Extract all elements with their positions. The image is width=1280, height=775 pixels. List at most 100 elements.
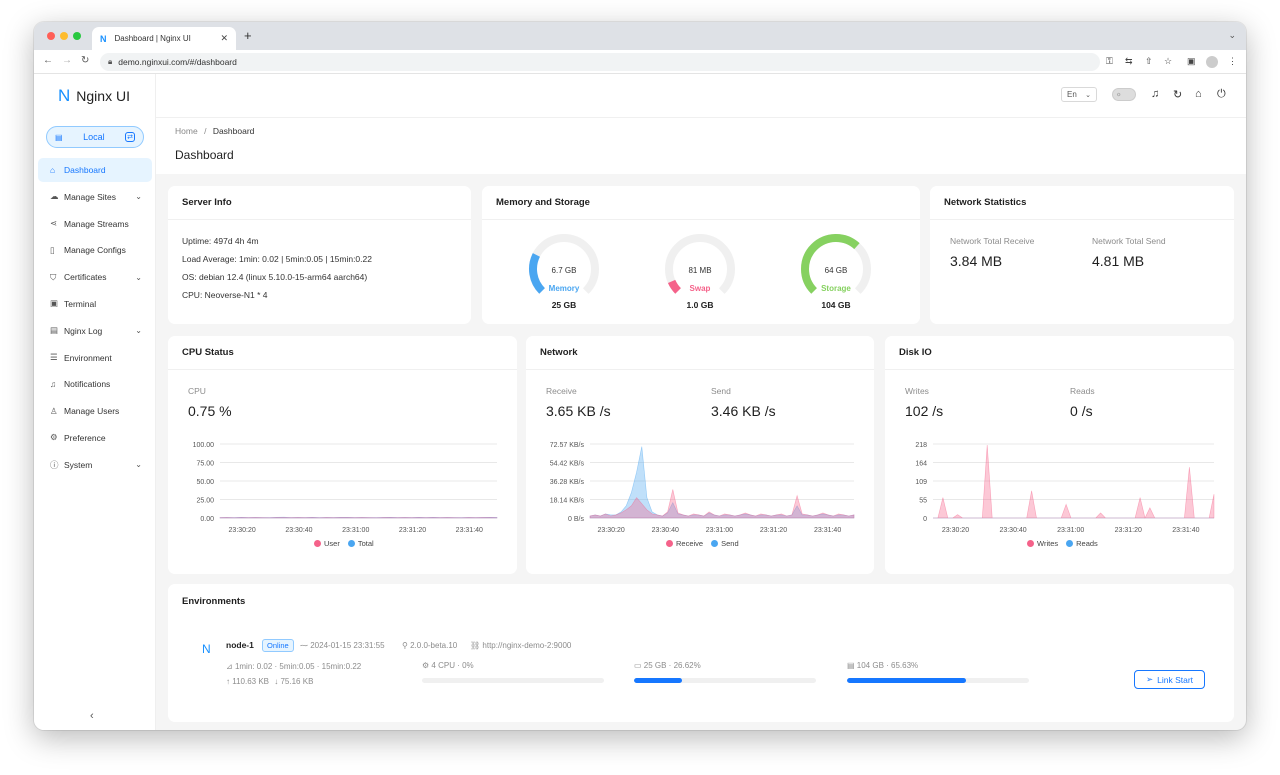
sidebar-item-system[interactable]: ⓘ System ⌄ <box>38 453 152 477</box>
load-average-text: Load Average: 1min: 0.02 | 5min:0.05 | 1… <box>182 254 372 264</box>
sidebar-item-label: Manage Configs <box>64 245 126 256</box>
sidebar-item-certificates[interactable]: ⛉ Certificates ⌄ <box>38 265 152 289</box>
share-icon[interactable]: ⇧ <box>1145 56 1153 66</box>
breadcrumb-home[interactable]: Home <box>175 126 198 136</box>
node-name[interactable]: node-1 <box>226 640 254 650</box>
sidebar-item-manage-configs[interactable]: ▯ Manage Configs <box>38 238 152 262</box>
server-info-lines: Uptime: 497d 4h 4m Load Average: 1min: 0… <box>168 220 471 316</box>
cpu-label: CPU <box>188 386 206 396</box>
y-tick-label: 55 <box>919 498 927 505</box>
legend-reads[interactable]: Reads <box>1066 539 1098 548</box>
home-icon: ⌂ <box>50 165 56 175</box>
send-value: 3.46 KB /s <box>711 403 776 419</box>
theme-toggle[interactable]: ☼ <box>1112 88 1136 101</box>
legend-total-label: Total <box>357 539 374 548</box>
environment-label: Local <box>83 132 105 142</box>
profile-avatar-icon[interactable] <box>1206 56 1218 68</box>
cpu-chip-icon: ⚙ <box>422 661 432 670</box>
node-cpu-text: 4 CPU · 0% <box>431 661 474 670</box>
translate-icon[interactable]: ⇆ <box>1125 56 1133 66</box>
x-tick-label: 23:31:40 <box>1172 527 1199 534</box>
sun-icon: ☼ <box>1116 91 1122 98</box>
link-start-label: Link Start <box>1157 674 1194 685</box>
language-select[interactable]: En ⌄ <box>1061 87 1097 102</box>
close-tab-icon[interactable]: ✕ <box>220 33 228 43</box>
x-tick-label: 23:30:40 <box>285 527 312 534</box>
forward-icon[interactable]: → <box>62 55 72 66</box>
cpu-value: 0.75 % <box>188 403 232 419</box>
user-icon: ♙ <box>50 405 58 416</box>
card-title: Network <box>526 336 874 370</box>
legend-user-label: User <box>324 539 340 548</box>
card-title: Memory and Storage <box>482 186 920 220</box>
sidebar-item-label: System <box>64 459 93 470</box>
sidebar-toggle-icon[interactable]: ▣ <box>1187 56 1196 66</box>
series-area-writes <box>933 444 1215 519</box>
close-window-button[interactable] <box>47 32 55 40</box>
sidebar-item-terminal[interactable]: ▣ Terminal <box>38 292 152 316</box>
logout-icon[interactable]: ⏻ <box>1217 88 1226 100</box>
node-version: ⚲ 2.0.0-beta.10 <box>402 641 457 650</box>
sidebar-item-label: Manage Sites <box>64 191 116 202</box>
notification-bell-icon[interactable]: ♫ <box>1151 88 1160 100</box>
sidebar-item-label: Nginx Log <box>64 325 103 336</box>
file-icon: ▯ <box>50 244 55 255</box>
legend-receive[interactable]: Receive <box>666 539 703 548</box>
legend-total[interactable]: Total <box>347 539 374 548</box>
legend-writes[interactable]: Writes <box>1027 539 1058 548</box>
sidebar-item-nginx-log[interactable]: ▤ Nginx Log ⌄ <box>38 319 152 343</box>
link-start-button[interactable]: ➢ Link Start <box>1134 670 1205 689</box>
network-card: Network Receive 3.65 KB /s Send 3.46 KB … <box>526 336 874 574</box>
minimize-window-button[interactable] <box>60 32 68 40</box>
legend-send[interactable]: Send <box>711 539 739 548</box>
gauge-used-value: 81 MB <box>688 266 712 275</box>
x-tick-label: 23:31:00 <box>1057 527 1084 534</box>
back-icon[interactable]: ← <box>43 55 53 66</box>
cpu-status-card: CPU Status CPU 0.75 % 100.00 75.00 50.00 25… <box>168 336 517 574</box>
sidebar-item-notifications[interactable]: ♫ Notifications <box>38 372 152 396</box>
home-icon[interactable]: ⌂ <box>1195 88 1202 100</box>
reload-icon[interactable]: ↻ <box>81 55 90 66</box>
logo-text: Nginx UI <box>76 88 130 104</box>
sidebar-item-manage-streams[interactable]: ⋖ Manage Streams <box>38 212 152 236</box>
legend-user[interactable]: User <box>314 539 340 548</box>
collapse-sidebar-icon[interactable]: ‹ <box>90 710 94 722</box>
bookmark-star-icon[interactable]: ☆ <box>1164 56 1173 66</box>
tab-search-icon[interactable]: ⌄ <box>1228 30 1236 40</box>
browser-tab[interactable]: N Dashboard | Nginx UI ✕ <box>92 27 236 50</box>
y-tick-label: 109 <box>915 479 927 486</box>
sidebar-item-label: Environment <box>64 352 112 363</box>
chevron-down-icon: ⌄ <box>135 192 142 202</box>
sidebar-item-environment[interactable]: ☰ Environment <box>38 346 152 370</box>
receive-unit: /s <box>599 403 611 419</box>
app-logo[interactable]: N Nginx UI <box>58 86 130 106</box>
database-icon: ☰ <box>50 352 58 363</box>
tab-title: Dashboard | Nginx UI <box>114 34 191 43</box>
key-icon[interactable]: ⚿ <box>1106 56 1113 66</box>
sidebar-item-preference[interactable]: ⚙ Preference <box>38 426 152 450</box>
new-tab-icon[interactable]: + <box>244 28 252 43</box>
cpu-legend: User Total <box>314 539 374 548</box>
lock-icon: 🔒︎ <box>108 57 113 66</box>
address-bar[interactable]: 🔒︎ demo.nginxui.com/#/dashboard <box>100 53 1100 71</box>
y-tick-label: 0 B/s <box>568 516 584 523</box>
network-legend: Receive Send <box>666 539 739 548</box>
environments-card: Environments N node-1 Online ⁓ 2024-01-1… <box>168 584 1234 722</box>
node-url[interactable]: ⛓ http://nginx-demo-2:9000 <box>470 641 571 650</box>
arrow-down-icon: ↓ <box>274 677 281 686</box>
more-menu-icon[interactable]: ⋮ <box>1228 56 1237 66</box>
sidebar-item-manage-users[interactable]: ♙ Manage Users <box>38 399 152 423</box>
total-send-value: 4.81 MB <box>1092 253 1145 269</box>
chevron-down-icon: ⌄ <box>135 460 142 470</box>
sidebar-item-manage-sites[interactable]: ☁ Manage Sites ⌄ <box>38 185 152 209</box>
send-icon: ➢ <box>1145 674 1154 684</box>
bell-icon: ♫ <box>50 379 57 390</box>
environment-selector[interactable]: ▤ Local ⇄ <box>46 126 144 148</box>
x-tick-label: 23:30:20 <box>942 527 969 534</box>
logo-icon: N <box>58 86 71 105</box>
reload-icon[interactable]: ↻ <box>1173 89 1183 101</box>
sidebar: N Nginx UI ▤ Local ⇄ ⌂ Dashboard ☁ Manage S… <box>34 74 156 730</box>
sidebar-item-dashboard[interactable]: ⌂ Dashboard <box>38 158 152 182</box>
maximize-window-button[interactable] <box>73 32 81 40</box>
y-tick-label: 36.28 KB/s <box>550 479 585 486</box>
